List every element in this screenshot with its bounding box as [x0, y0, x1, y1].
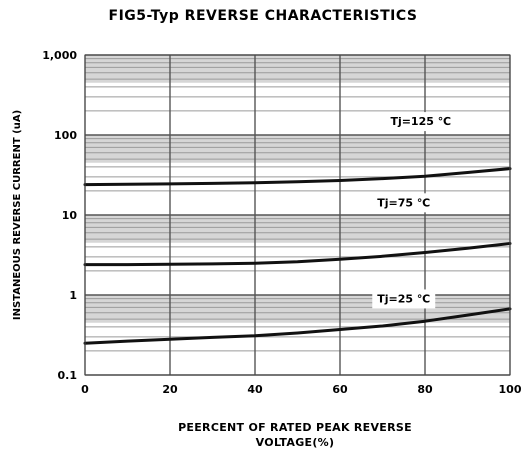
series-labels: Tj=125 ℃ Tj=75 ℃ Tj=25 ℃ — [372, 112, 457, 309]
x-tick-label: 80 — [417, 383, 433, 396]
series-label-text: Tj=75 ℃ — [377, 196, 430, 209]
series-line-1 — [83, 242, 512, 267]
series-label-text: Tj=25 ℃ — [377, 292, 430, 305]
x-axis-label-line-2: VOLTAGE(%) — [255, 436, 335, 449]
y-tick-label: 10 — [62, 209, 78, 222]
grid-bands — [85, 55, 510, 323]
series-label-0: Tj=125 ℃ — [385, 112, 457, 132]
series-label-1: Tj=75 ℃ — [372, 193, 436, 213]
x-tick-label: 20 — [162, 383, 178, 396]
series-curves — [83, 167, 512, 345]
y-axis-label: INSTANEOUS REVERSE CURRENT (uA) — [12, 110, 23, 320]
x-tick-label: 0 — [81, 383, 89, 396]
x-axis-label: PEERCENT OF RATED PEAK REVERSE VOLTAGE(%… — [80, 420, 510, 450]
series-label-2: Tj=25 ℃ — [372, 289, 436, 309]
y-tick-label: 1 — [69, 289, 77, 302]
grid-band — [85, 55, 510, 83]
minor-gridlines — [85, 58, 510, 352]
x-tick-labels: 0 20 40 60 80 100 — [81, 383, 522, 396]
y-tick-label: 1,000 — [42, 49, 77, 62]
plot-frame — [84, 54, 511, 376]
series-label-box — [372, 193, 436, 213]
y-tick-label: 0.1 — [58, 369, 78, 382]
grid-band — [85, 135, 510, 163]
x-tick-label: 40 — [247, 383, 263, 396]
series-line-0 — [83, 167, 512, 187]
series-line-2 — [83, 307, 512, 345]
x-tick-label: 60 — [332, 383, 348, 396]
series-label-text: Tj=125 ℃ — [390, 115, 451, 128]
chart-title: FIG5-Typ REVERSE CHARACTERISTICS — [108, 8, 418, 24]
x-tick-label: 100 — [499, 383, 522, 396]
series-label-box — [372, 289, 436, 309]
y-tick-labels: 0.1 1 10 100 1,000 — [42, 49, 77, 382]
y-tick-label: 100 — [54, 129, 77, 142]
grid-band — [85, 215, 510, 243]
series-label-box — [385, 112, 457, 132]
x-axis-label-line-1: PEERCENT OF RATED PEAK REVERSE — [178, 421, 412, 434]
